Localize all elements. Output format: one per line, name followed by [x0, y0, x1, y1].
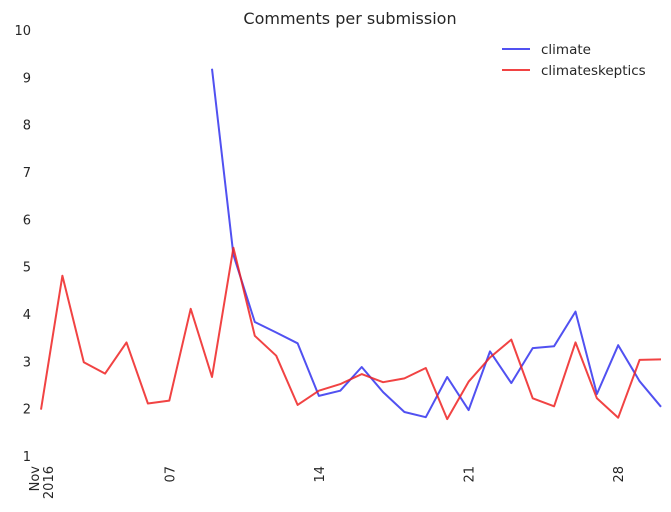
series-line-climate	[211, 68, 662, 419]
y-tick-label: 4	[23, 308, 31, 323]
x-axis: Nov 2016 07 14 21 28	[28, 466, 627, 499]
chart-title: Comments per submission	[243, 9, 456, 28]
y-tick-label: 1	[23, 450, 31, 465]
y-tick-label: 5	[23, 261, 31, 276]
x-tick-label-line: Nov	[28, 466, 43, 492]
y-axis: 1 2 3 4 5 6 7 8 9 10	[14, 24, 31, 465]
series-line-climateskeptics	[40, 246, 662, 421]
y-tick-label: 6	[23, 213, 31, 228]
x-tick-label-line: 28	[612, 466, 627, 483]
x-tick-label-line: 2016	[42, 466, 57, 499]
y-tick-label: 10	[14, 24, 31, 39]
y-tick-label: 7	[23, 166, 31, 181]
x-tick-label: 07	[163, 466, 178, 483]
y-tick-label: 3	[23, 355, 31, 370]
x-tick-label: 28	[612, 466, 627, 483]
legend-label: climate	[541, 42, 591, 58]
x-tick-label: 14	[313, 466, 328, 483]
y-tick-label: 8	[23, 119, 31, 134]
x-tick-label-line: 07	[163, 466, 178, 483]
plot-area	[40, 68, 662, 421]
x-tick-label: Nov 2016	[28, 466, 57, 499]
y-tick-label: 2	[23, 403, 31, 418]
x-tick-label-line: 21	[463, 466, 478, 483]
legend: climate climateskeptics	[502, 42, 646, 79]
x-tick-label: 21	[463, 466, 478, 483]
legend-label: climateskeptics	[541, 63, 646, 79]
x-tick-label-line: 14	[313, 466, 328, 483]
y-tick-label: 9	[23, 71, 31, 86]
